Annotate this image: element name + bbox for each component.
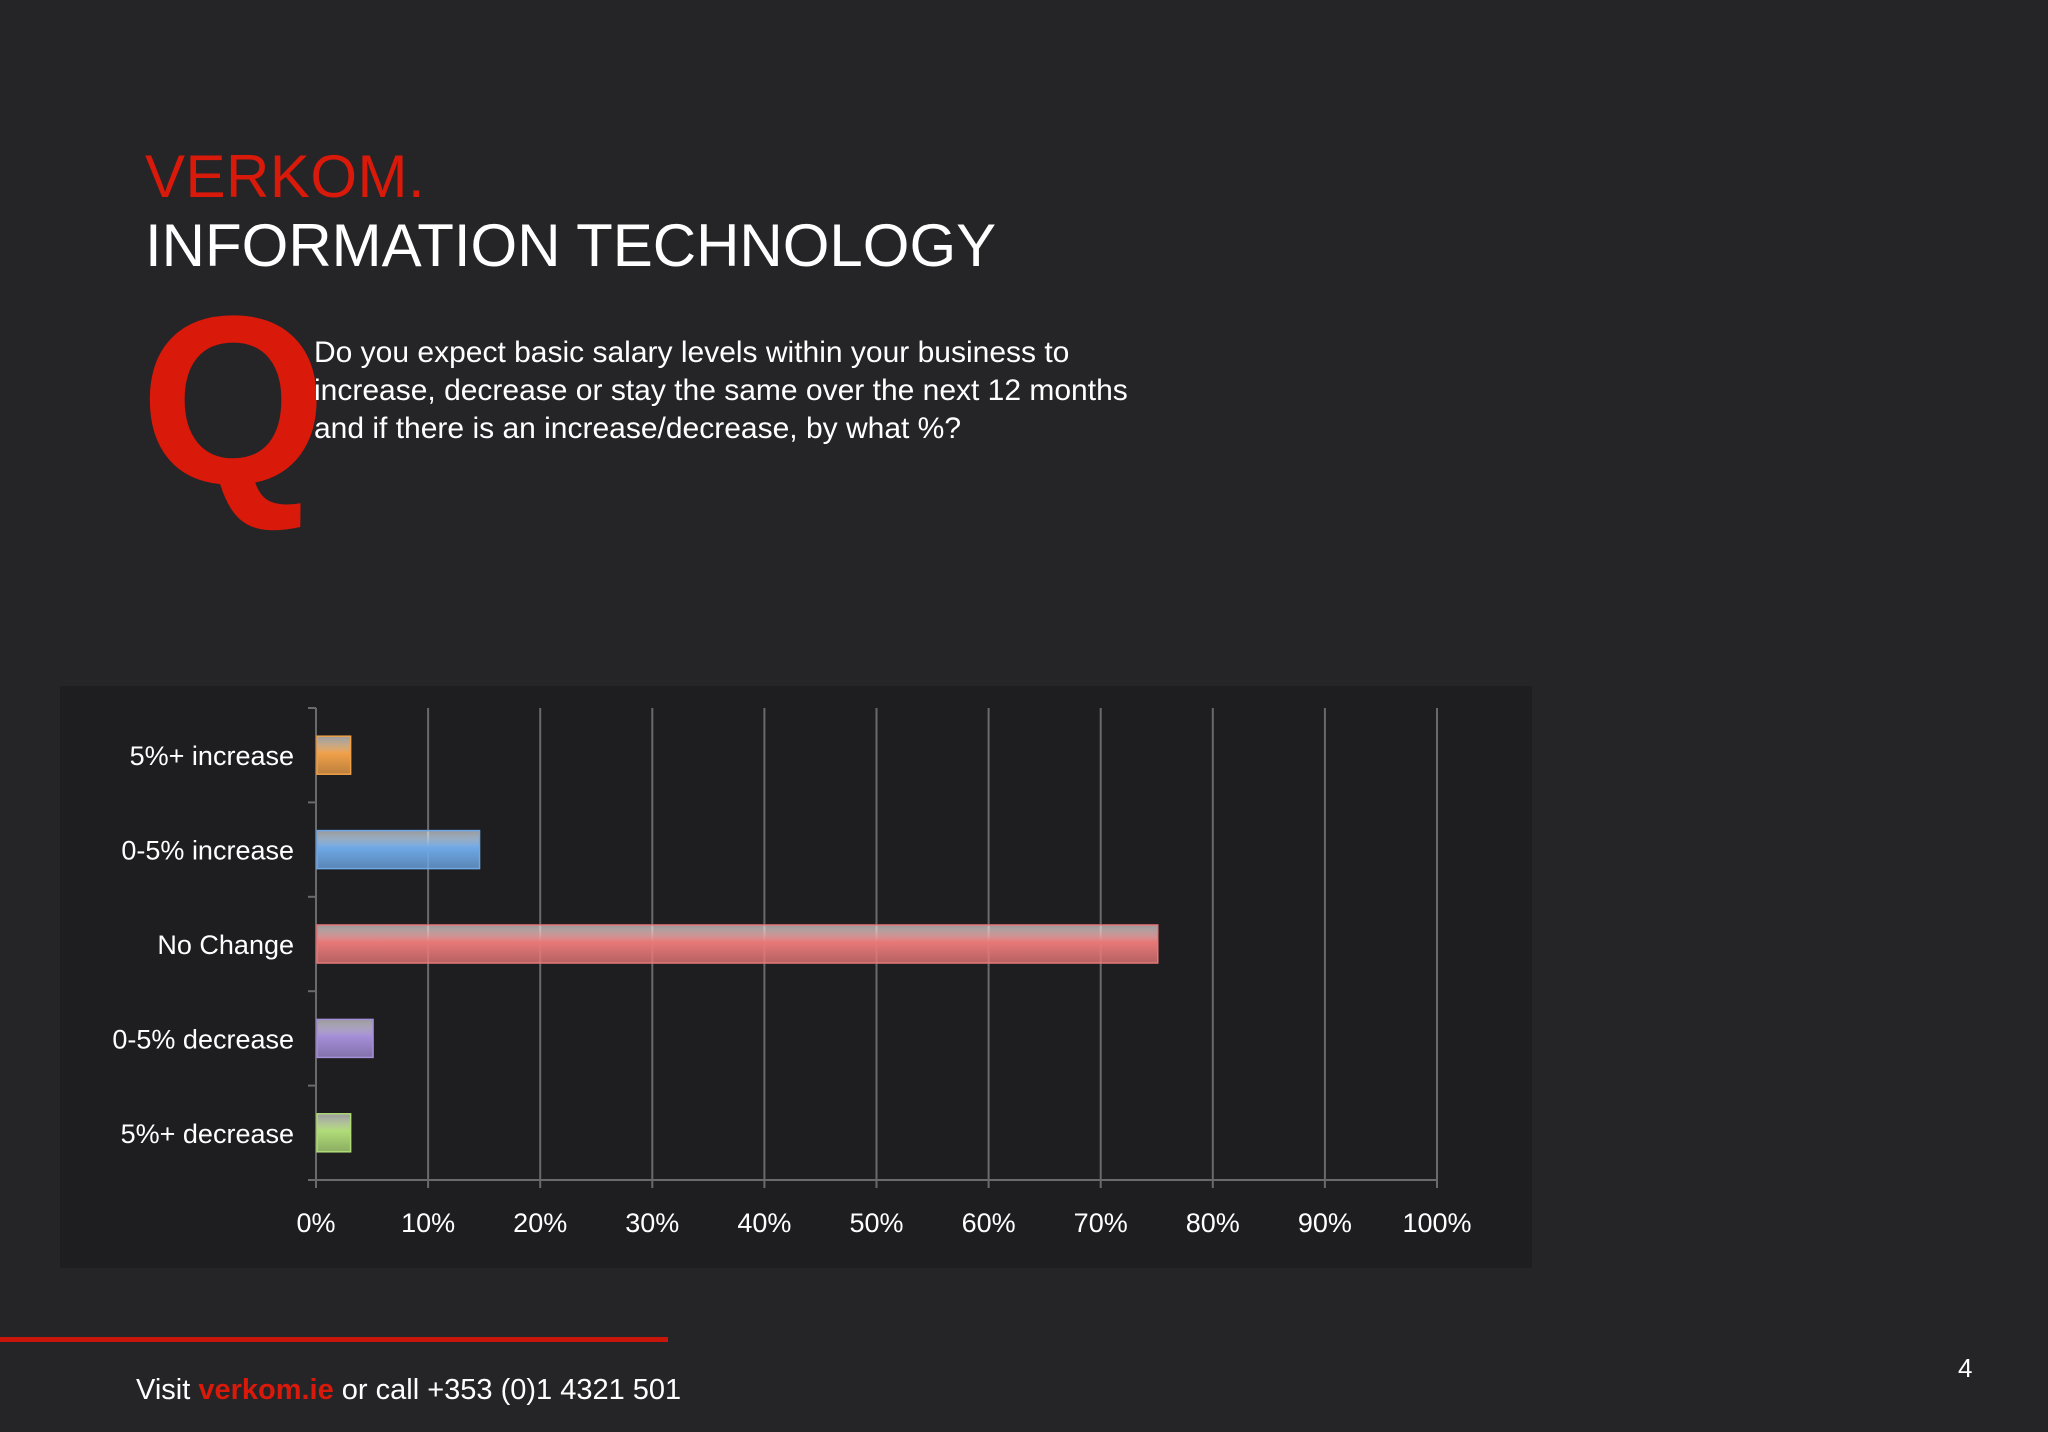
bar (316, 829, 481, 870)
bar (316, 1113, 352, 1153)
footer-rule (0, 1337, 668, 1342)
bar (316, 924, 1159, 964)
footer-phone: or call +353 (0)1 4321 501 (333, 1374, 682, 1406)
chart-panel: 0% 10% 20% 30% 40% 50% 60% 70% 80% 90% 100% 5%+ inc… (60, 686, 1532, 1268)
question-text: Do you expect basic salary levels within… (314, 334, 1214, 448)
website-link[interactable]: verkom.ie (198, 1374, 334, 1406)
x-tick-label: 60% (962, 1208, 1016, 1238)
category-label: 5%+ decrease (121, 1119, 294, 1149)
x-tick-label: 90% (1298, 1208, 1352, 1238)
bar (316, 735, 352, 775)
footer-contact: Visit verkom.ie or call +353 (0)1 4321 5… (136, 1370, 681, 1410)
x-tick-label: 50% (849, 1208, 903, 1238)
bar-chart: 0% 10% 20% 30% 40% 50% 60% 70% 80% 90% 100% 5%+ inc… (112, 707, 1472, 1238)
question-line: and if there is an increase/decrease, by… (314, 412, 962, 445)
x-tick-label: 70% (1074, 1208, 1128, 1238)
x-tick-label: 0% (296, 1208, 335, 1238)
brand-name: VERKOM. (145, 143, 426, 210)
x-tick-label: 80% (1186, 1208, 1240, 1238)
category-label: 5%+ increase (130, 741, 294, 771)
category-label: No Change (157, 930, 294, 960)
x-tick-label: 10% (401, 1208, 455, 1238)
page-number: 4 (1958, 1353, 1973, 1383)
question-mark-logo: Q (140, 266, 327, 534)
section-title: INFORMATION TECHNOLOGY (145, 212, 997, 279)
category-label: 0-5% increase (121, 836, 294, 866)
x-tick-label: 30% (625, 1208, 679, 1238)
x-tick-label: 100% (1402, 1208, 1471, 1238)
x-tick-label: 20% (513, 1208, 567, 1238)
footer-prefix: Visit (136, 1374, 199, 1406)
question-line: increase, decrease or stay the same over… (314, 374, 1128, 407)
category-label: 0-5% decrease (112, 1024, 294, 1054)
x-tick-label: 40% (737, 1208, 791, 1238)
bar (316, 1018, 374, 1059)
question-line: Do you expect basic salary levels within… (314, 336, 1070, 369)
